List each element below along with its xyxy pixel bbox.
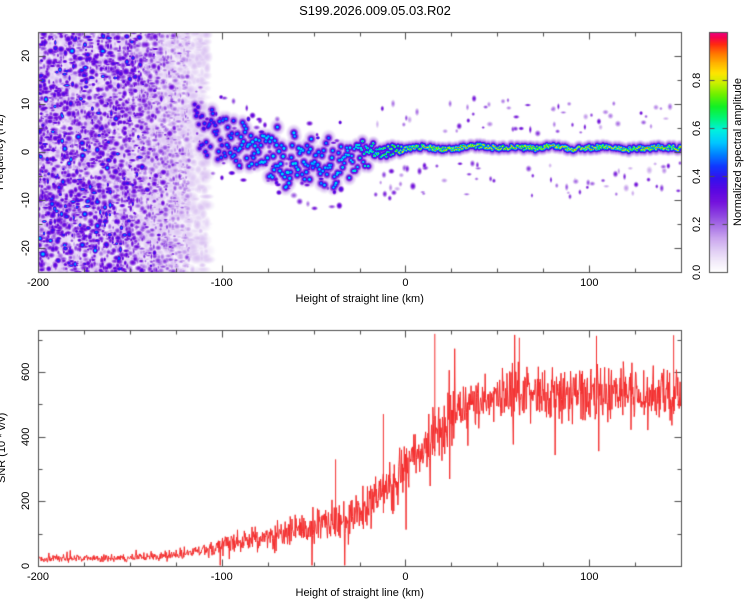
spectrogram-xlabel: Height of straight line (km)	[295, 293, 424, 305]
snr-xtick-neg100: -100	[210, 571, 233, 583]
snr-ytick-600: 600	[20, 362, 32, 382]
snr-ytick-400: 400	[20, 427, 32, 446]
spectrogram-xtick-100: 100	[580, 277, 599, 289]
spectrogram-ytick-0: 0	[20, 148, 32, 155]
snr-xtick-0: 0	[402, 571, 409, 583]
snr-ylabel: SNR (10 * v/v)	[0, 412, 8, 483]
snr-xtick-100: 100	[580, 571, 599, 583]
snr-xlabel: Height of straight line (km)	[295, 587, 424, 599]
colorbar-tick-0p6: 0.6	[691, 120, 703, 136]
spectrogram-ylabel: Frequency (Hz)	[0, 114, 6, 190]
snr-ytick-200: 200	[20, 491, 32, 511]
spectrogram-xtick-neg100: -100	[210, 277, 233, 289]
colorbar-tick-0p4: 0.4	[691, 168, 703, 184]
spectrogram-ytick-neg20: -20	[20, 240, 32, 256]
snr-xtick-neg200: -200	[27, 571, 50, 583]
spectrogram-ytick-10: 10	[20, 97, 32, 110]
spectrogram-ytick-20: 20	[20, 49, 32, 62]
colorbar-label: Normalized spectral amplitude	[732, 78, 744, 226]
figure-title: S199.2026.009.05.03.R02	[299, 3, 451, 18]
colorbar-tick-0p2: 0.2	[691, 216, 703, 232]
colorbar-tick-0p8: 0.8	[691, 72, 703, 88]
spectrogram-xtick-0: 0	[402, 277, 409, 289]
colorbar-tick-0p0: 0.0	[691, 264, 703, 280]
spectrogram-ytick-neg10: -10	[20, 192, 32, 208]
snr-ytick-0: 0	[20, 562, 32, 569]
spectrogram-xtick-neg200: -200	[27, 277, 50, 289]
